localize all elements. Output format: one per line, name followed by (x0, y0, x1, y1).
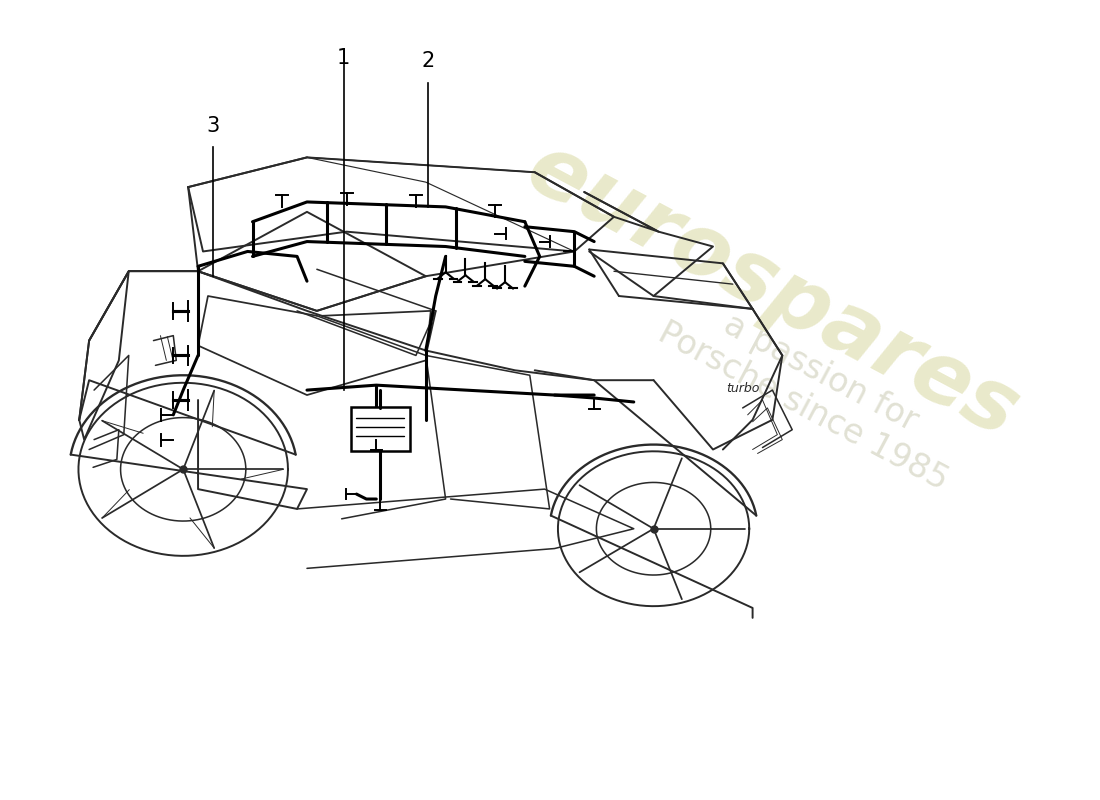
Text: 3: 3 (207, 116, 220, 136)
Text: eurospares: eurospares (513, 126, 1032, 455)
Text: 2: 2 (421, 51, 434, 71)
Text: a passion for
Porsche since 1985: a passion for Porsche since 1985 (652, 282, 971, 498)
Text: 1: 1 (337, 48, 350, 68)
Text: turbo: turbo (726, 382, 759, 394)
FancyBboxPatch shape (351, 407, 410, 450)
